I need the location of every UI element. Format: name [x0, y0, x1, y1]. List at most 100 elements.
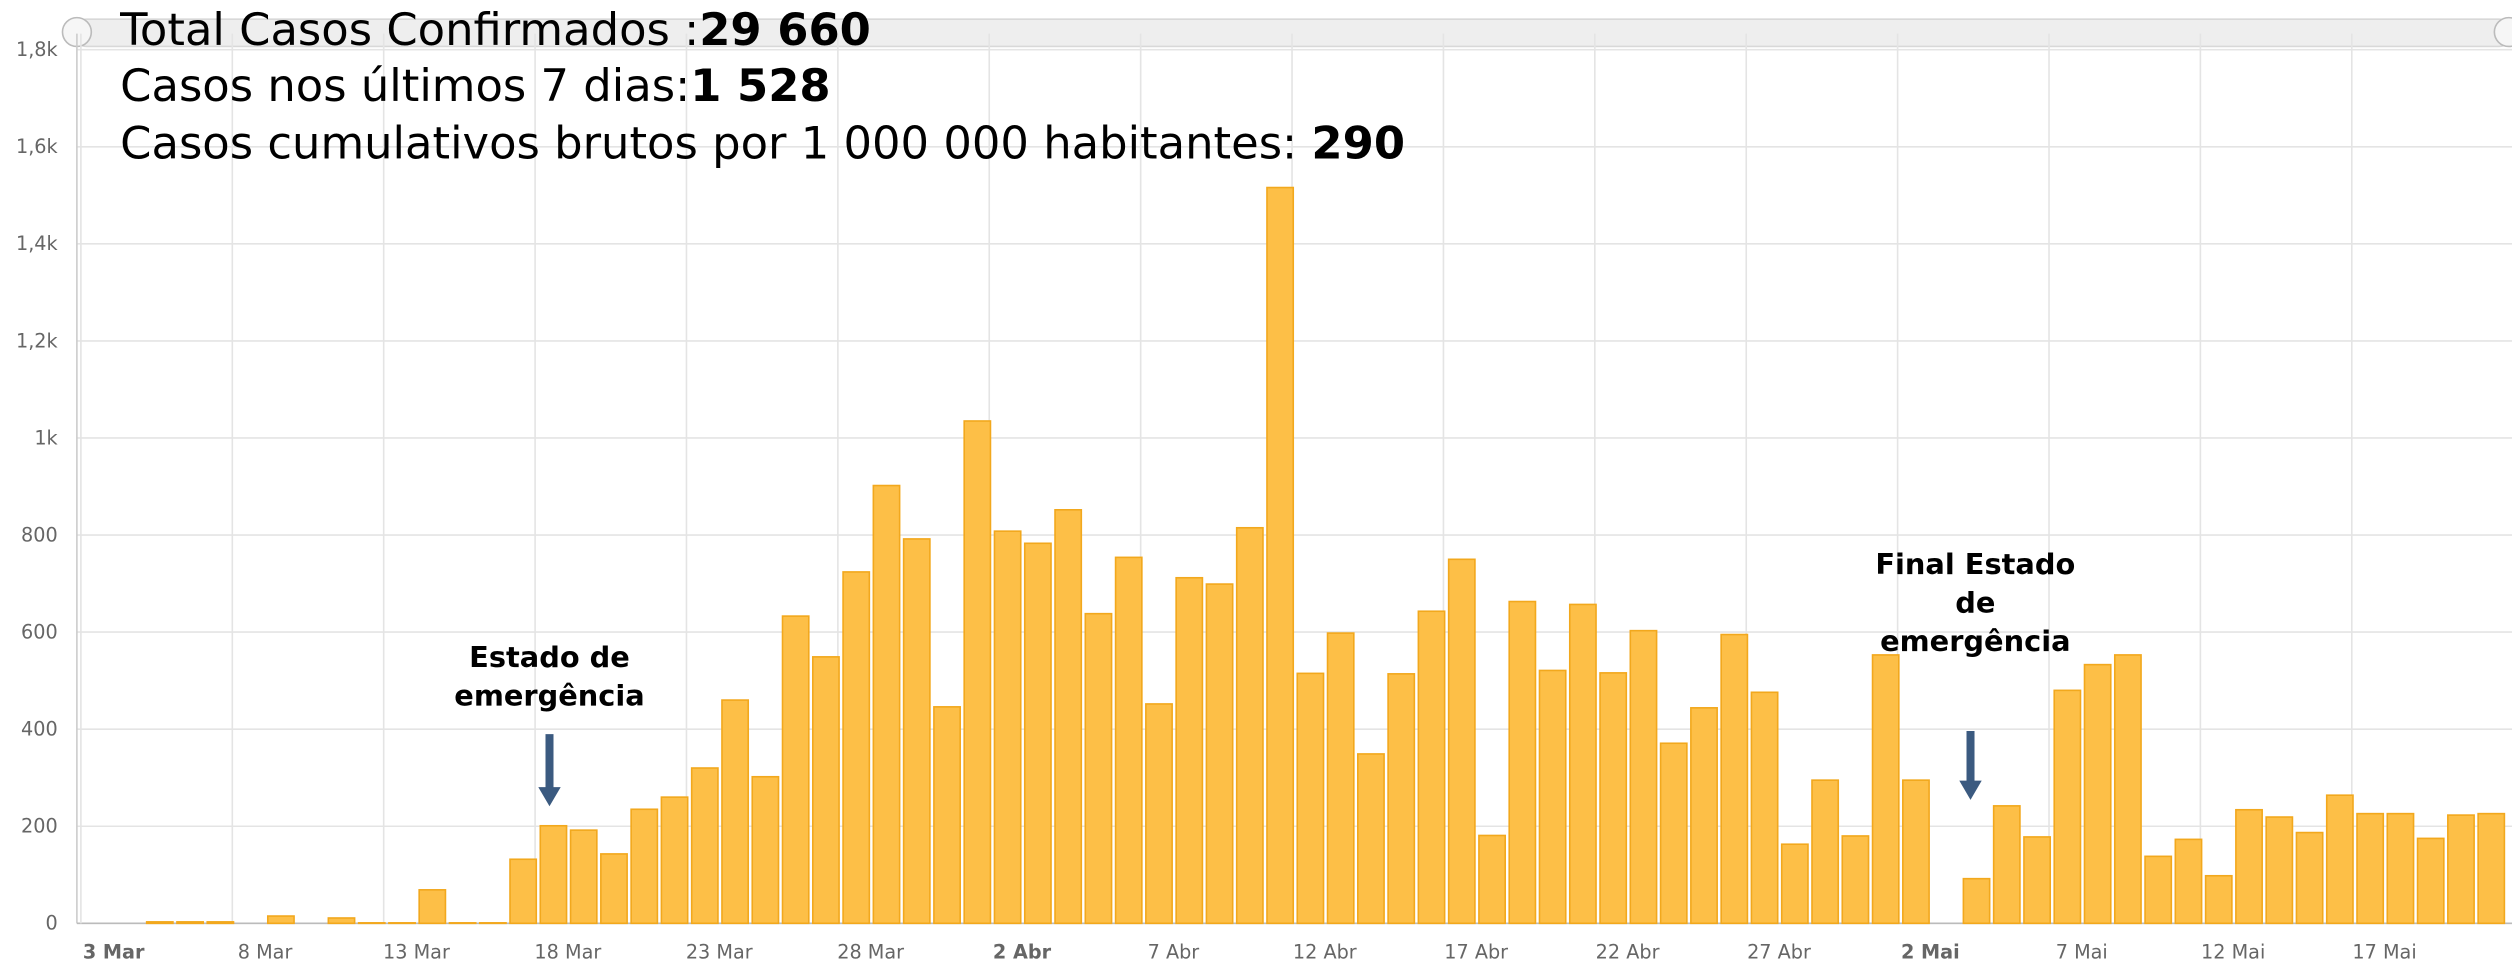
- bar: [2083, 663, 2112, 925]
- bar: [1326, 632, 1355, 925]
- bar: [2113, 654, 2142, 925]
- arrow-head: [1959, 780, 1982, 800]
- bar: [1750, 691, 1779, 925]
- stat-label: Total Casos Confirmados :: [119, 3, 699, 56]
- bar: [993, 530, 1022, 925]
- stat-line: Total Casos Confirmados :29 660: [119, 3, 871, 56]
- bar: [2144, 855, 2173, 925]
- bar: [2265, 816, 2294, 925]
- bar: [721, 699, 750, 925]
- stat-line: Casos nos últimos 7 dias:1 528: [120, 59, 830, 112]
- bar: [206, 921, 235, 925]
- bar: [2174, 838, 2203, 925]
- annotation: de: [1955, 585, 1995, 619]
- bar: [781, 615, 810, 925]
- bar: [2325, 794, 2354, 925]
- bar: [2053, 689, 2082, 925]
- bar: [2204, 874, 2233, 925]
- bar: [1478, 834, 1506, 925]
- bar: [963, 420, 992, 925]
- bar: [1447, 558, 1476, 925]
- bar: [842, 571, 871, 925]
- stat-label: Casos cumulativos brutos por 1 000 000 h…: [120, 117, 1311, 170]
- bar: [1145, 703, 1173, 925]
- x-tick-label: 2 Abr: [993, 941, 1052, 964]
- bar: [1387, 673, 1416, 925]
- x-tick-label: 18 Mar: [534, 941, 601, 964]
- y-tick-label: 1,4k: [16, 232, 59, 255]
- bar: [1296, 672, 1325, 925]
- stat-label: Casos nos últimos 7 dias:: [120, 59, 690, 112]
- bar: [2477, 812, 2506, 925]
- x-tick-label: 3 Mar: [83, 941, 145, 964]
- stat-value: 290: [1311, 117, 1405, 170]
- x-tick-label: 23 Mar: [686, 941, 753, 964]
- stat-line: Casos cumulativos brutos por 1 000 000 h…: [120, 117, 1405, 170]
- x-tick-label: 2 Mai: [1901, 941, 1960, 964]
- x-tick-label: 17 Abr: [1444, 941, 1508, 964]
- y-tick-label: 400: [21, 718, 58, 741]
- x-tick-label: 28 Mar: [837, 941, 904, 964]
- bar: [1599, 672, 1628, 925]
- bar: [1902, 779, 1930, 925]
- bar: [600, 853, 628, 925]
- annotation: emergência: [454, 678, 644, 712]
- bar: [2295, 831, 2324, 925]
- bar: [418, 889, 447, 925]
- annotation: emergência: [1880, 624, 2070, 658]
- bar: [539, 824, 568, 925]
- bar: [145, 921, 174, 925]
- bar: [1084, 612, 1113, 925]
- bar: [327, 917, 356, 925]
- bar: [1357, 753, 1385, 925]
- bar: [872, 484, 901, 925]
- labels: 0 200 400 600 800 1k 1,2k 1,4k 1,6k 1,8k 3 Mar 8 Ma…: [16, 3, 2417, 964]
- x-tick-label: 13 Mar: [383, 941, 450, 964]
- bar: [569, 829, 598, 925]
- bar: [2235, 808, 2263, 925]
- bar: [2356, 812, 2385, 925]
- bar: [266, 915, 295, 925]
- y-tick-label: 800: [21, 523, 58, 546]
- bar: [1538, 669, 1567, 925]
- x-tick-label: 7 Mai: [2056, 941, 2108, 964]
- bar: [1871, 654, 1900, 925]
- bar: [2416, 837, 2445, 925]
- arrow-head: [538, 787, 561, 807]
- bar: [1962, 877, 1991, 925]
- bar: [1205, 583, 1234, 925]
- y-tick-label: 1k: [34, 426, 58, 449]
- bar: [176, 921, 205, 925]
- stat-value: 1 528: [690, 59, 830, 112]
- bar: [1992, 805, 2021, 925]
- bar: [1175, 576, 1204, 925]
- x-tick-label: 27 Abr: [1747, 941, 1811, 964]
- bar: [1508, 600, 1537, 925]
- bar: [1235, 526, 1264, 925]
- bar: [1114, 556, 1143, 925]
- y-tick-label: 1,6k: [16, 135, 59, 158]
- bar: [1023, 542, 1052, 925]
- annotation: Final Estado: [1875, 547, 2075, 581]
- range-handle[interactable]: [2493, 16, 2512, 48]
- bar: [1417, 610, 1446, 925]
- bar: [1720, 633, 1749, 925]
- bar: [690, 767, 719, 925]
- bar: [1629, 629, 1658, 925]
- bar: [1568, 603, 1597, 925]
- bar: [933, 706, 961, 925]
- bar: [1841, 835, 1870, 925]
- y-tick-label: 1,2k: [16, 329, 59, 352]
- bar: [1054, 509, 1083, 925]
- bar: [811, 656, 840, 925]
- bar: [1780, 843, 1809, 925]
- y-tick-label: 200: [21, 815, 58, 838]
- bar: [2447, 814, 2475, 925]
- x-tick-label: 17 Mai: [2352, 941, 2416, 964]
- y-tick-label: 600: [21, 621, 58, 644]
- bars: [145, 186, 2506, 925]
- bar: [1811, 779, 1840, 925]
- bar: [751, 775, 780, 925]
